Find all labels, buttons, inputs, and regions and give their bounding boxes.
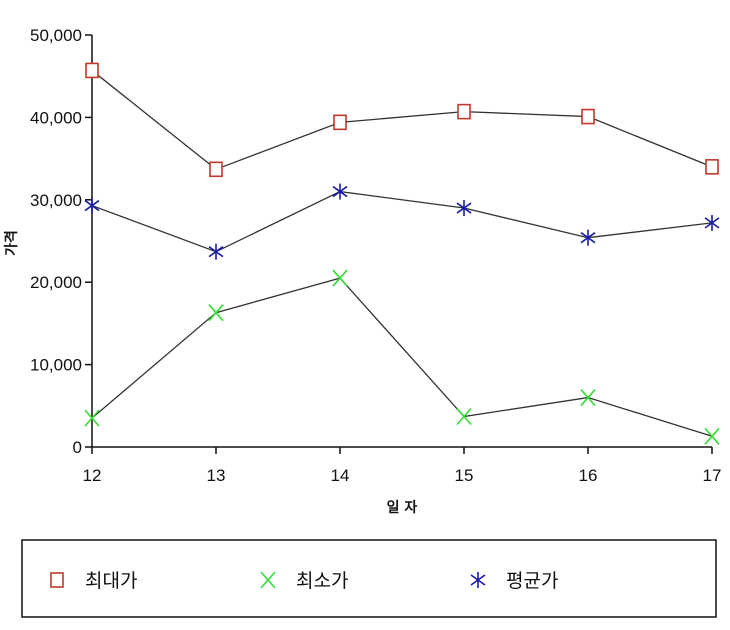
data-point [84,409,100,427]
data-point [581,108,595,125]
data-point [84,197,100,214]
series-lines [91,69,713,437]
legend-marker-1 [50,572,64,588]
data-point [580,229,596,246]
y-tick-label: 50,000 [30,26,82,45]
data-point [704,214,720,231]
x-tick-label: 14 [331,466,350,485]
series-line-3 [91,190,713,253]
data-point [332,183,348,200]
legend-box [21,539,717,618]
data-point [332,269,348,287]
ticks: 0 10,000 20,000 30,000 40,000 50,000 12 13 14 15 1… [30,26,721,485]
y-tick-label: 20,000 [30,273,82,292]
y-tick-label: 40,000 [30,108,82,127]
y-tick-label: 10,000 [30,356,82,375]
legend-marker-3 [470,572,486,588]
axes [91,35,712,448]
y-tick-label: 0 [73,438,82,457]
x-tick-label: 16 [579,466,598,485]
legend-marker-2 [260,571,276,589]
data-point [580,389,596,407]
x-tick-label: 15 [455,466,474,485]
data-point [704,427,720,445]
x-axis-title: 일 자 [387,500,418,516]
data-point [209,161,223,178]
x-tick-label: 12 [83,466,102,485]
data-point [85,62,99,79]
data-point [456,407,472,426]
data-point [457,103,471,120]
series-line-2 [91,277,713,437]
legend: 최대가 최소가 평균가 [21,539,717,618]
legend-label-1: 최대가 [85,570,137,592]
data-point [333,114,347,131]
y-tick-label: 30,000 [30,191,82,210]
data-point [705,159,719,175]
y-axis-title: 가격 [3,230,20,256]
x-tick-label: 13 [207,466,226,485]
legend-label-2: 최소가 [296,570,348,592]
legend-label-3: 평균가 [506,570,558,592]
data-point [456,200,472,217]
data-point [208,304,224,322]
series-markers [84,62,720,445]
series-line-1 [91,69,713,171]
data-point [208,243,224,260]
x-tick-label: 17 [703,466,722,485]
